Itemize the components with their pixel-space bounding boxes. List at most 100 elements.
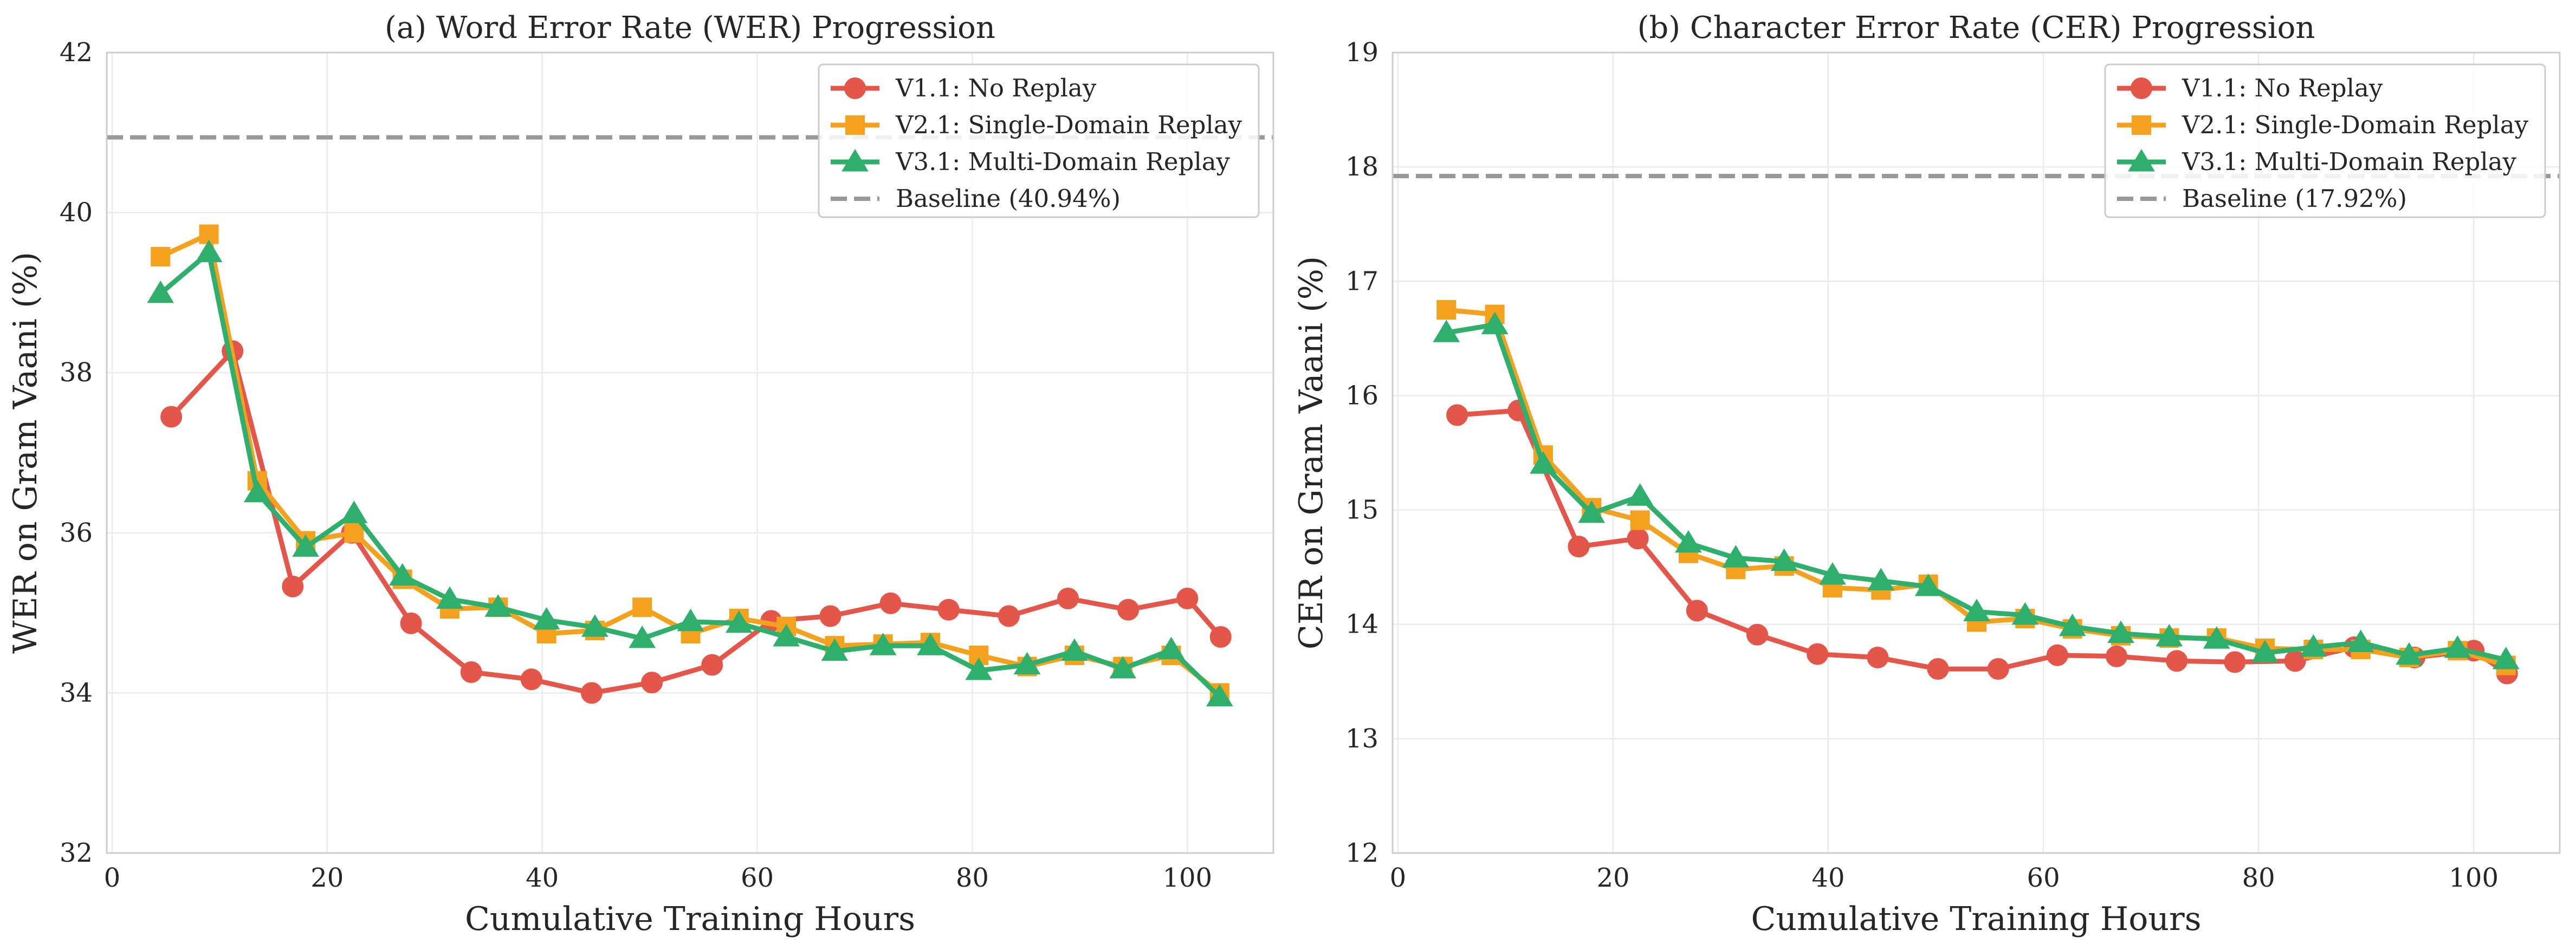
data-point: [243, 479, 271, 503]
data-point: [701, 654, 723, 676]
data-point: [389, 563, 416, 586]
x-tick-label: 80: [2242, 863, 2275, 893]
data-point: [1568, 536, 1590, 558]
x-tick-label: 100: [1162, 863, 1212, 893]
plot-frame: [1391, 51, 2561, 854]
data-point: [879, 592, 902, 614]
data-point: [1627, 528, 1649, 550]
data-point: [460, 661, 482, 683]
data-point: [1867, 568, 1895, 590]
data-point: [1176, 587, 1199, 609]
y-tick-label: 34: [60, 678, 93, 708]
legend-label: V2.1: Single-Domain Replay: [2182, 110, 2529, 139]
data-point: [1867, 646, 1889, 668]
data-point: [1157, 636, 1185, 660]
data-point: [1013, 652, 1041, 675]
data-point: [1675, 530, 1702, 553]
x-tick-label: 0: [1390, 863, 1407, 893]
data-point: [400, 612, 422, 634]
plot-frame: [106, 51, 1274, 854]
y-tick-label: 12: [1345, 838, 1378, 868]
data-point: [2059, 613, 2086, 636]
data-point: [1819, 562, 1846, 585]
data-point: [1061, 638, 1088, 661]
data-point: [1746, 623, 1769, 646]
data-point: [1807, 643, 1829, 665]
data-point: [2166, 650, 2188, 672]
data-point: [1770, 548, 1798, 571]
x-tick-label: 60: [2027, 863, 2060, 893]
data-point: [2251, 640, 2279, 662]
series-3: [147, 239, 1233, 707]
data-point: [1433, 320, 1460, 342]
series-3: [1433, 311, 2520, 669]
x-tick-label: 40: [1811, 863, 1844, 893]
legend: V1.1: No Replay V2.1: Single-Domain Repla…: [2104, 63, 2546, 218]
chart-panel-cer: 0 20 40 60 80 100 12 13 14 15 16 17 18 19 (b) Characte…: [1292, 10, 2561, 938]
y-tick-label: 15: [1345, 495, 1378, 525]
data-point: [580, 682, 603, 704]
legend-marker: [844, 77, 866, 99]
y-tick-label: 14: [1345, 609, 1378, 640]
data-point: [484, 594, 512, 617]
y-tick-label: 16: [1345, 380, 1378, 411]
data-point: [2444, 635, 2471, 658]
data-point: [1206, 684, 1233, 707]
data-point: [2156, 623, 2183, 647]
data-point: [1626, 483, 1654, 506]
legend-entry: V3.1: Multi-Domain Replay: [2117, 147, 2517, 176]
data-point: [282, 575, 304, 597]
legend-entry: V1.1: No Replay: [831, 74, 1097, 102]
data-point: [2107, 620, 2134, 643]
data-point: [195, 239, 223, 262]
legend-entry: Baseline (40.94%): [831, 184, 1121, 213]
data-point: [2106, 645, 2128, 667]
data-point: [436, 586, 463, 609]
legend-label: V3.1: Multi-Domain Replay: [895, 147, 1231, 176]
legend-label: Baseline (17.92%): [2182, 184, 2407, 213]
data-point: [965, 658, 993, 680]
data-point: [1722, 545, 1750, 568]
data-point: [533, 607, 560, 630]
y-tick-label: 40: [60, 198, 93, 228]
data-point: [1057, 587, 1079, 609]
data-point: [2203, 626, 2230, 649]
data-point: [1109, 656, 1137, 679]
legend-entry: V3.1: Multi-Domain Replay: [831, 147, 1231, 176]
y-axis-label: WER on Gram Vaani (%): [7, 252, 44, 654]
y-tick-label: 18: [1345, 152, 1378, 182]
legend-entry: Baseline (17.92%): [2117, 184, 2407, 213]
data-point: [1630, 510, 1650, 530]
y-tick-label: 32: [60, 838, 93, 868]
data-point: [1446, 404, 1468, 426]
chart-title: (b) Character Error Rate (CER) Progressi…: [1637, 10, 2315, 45]
data-point: [340, 500, 368, 523]
data-point: [1530, 451, 1557, 474]
data-point: [819, 605, 842, 627]
data-point: [632, 597, 652, 617]
legend-label: Baseline (40.94%): [896, 184, 1121, 213]
data-point: [1436, 300, 1457, 320]
data-point: [2347, 629, 2374, 652]
legend-marker: [2128, 149, 2155, 172]
x-axis-label: Cumulative Training Hours: [1751, 900, 2201, 938]
data-point: [725, 610, 753, 633]
data-point: [1914, 574, 1942, 596]
legend-entry: V2.1: Single-Domain Replay: [2117, 110, 2529, 139]
y-tick-label: 42: [60, 37, 93, 68]
legend-marker: [845, 115, 865, 135]
legend-entry: V2.1: Single-Domain Replay: [831, 110, 1242, 139]
data-point: [2396, 642, 2423, 665]
data-point: [1963, 598, 1990, 621]
x-tick-label: 40: [526, 863, 559, 893]
data-point: [344, 523, 364, 543]
x-tick-label: 20: [1596, 863, 1629, 893]
y-tick-label: 36: [60, 518, 93, 548]
data-point: [2300, 634, 2327, 657]
legend-box: [818, 63, 1260, 218]
y-tick-label: 13: [1345, 724, 1378, 754]
data-point: [2011, 602, 2039, 625]
legend: V1.1: No Replay V2.1: Single-Domain Repla…: [818, 63, 1260, 218]
y-tick-label: 38: [60, 357, 93, 388]
x-tick-label: 20: [310, 863, 344, 893]
